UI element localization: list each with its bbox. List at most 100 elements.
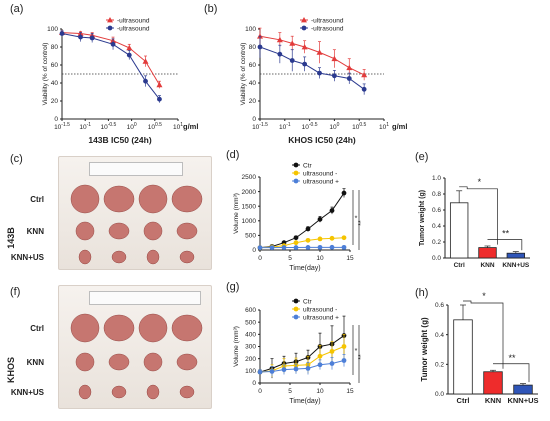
sig-bracket-e: [459, 186, 498, 245]
y-tick-label-g: 100: [245, 368, 256, 375]
tumor-f: [111, 385, 127, 399]
photo-row-label: KNN+US: [11, 388, 45, 397]
sig-mark-d: *: [355, 216, 358, 223]
x-tick-label-d: 15: [346, 255, 354, 262]
x-tick-label-d: 5: [288, 255, 292, 262]
data-point-d: [281, 245, 287, 250]
data-point-d: [293, 235, 299, 241]
x-tick-label-g: 10: [316, 388, 324, 395]
legend-label-a: -ultrasound: [117, 25, 150, 32]
sig-mark-e: **: [502, 229, 510, 239]
data-point-d: [257, 245, 263, 251]
data-point-a: [126, 44, 133, 51]
y-tick-label-b: 20: [249, 98, 257, 105]
panel-letter: (e): [415, 151, 428, 163]
series-line-b-0: [259, 35, 365, 76]
panel-letter: (c): [10, 153, 23, 165]
legend-label-d: ultrasound +: [303, 178, 339, 185]
data-point-d: [305, 237, 311, 243]
data-point-g: [329, 361, 335, 366]
data-point-b: [331, 55, 338, 62]
sig-bracket-h: [463, 300, 504, 369]
x-tick-label-b: 101: [379, 122, 389, 131]
series-line-a-1: [61, 33, 160, 100]
data-point-a: [157, 96, 162, 102]
y-axis-label-d: Volume (mm³): [233, 193, 240, 234]
data-point-g: [281, 367, 287, 373]
legend-label-g: ultrasound -: [303, 306, 337, 313]
data-point-d: [329, 244, 335, 250]
legend-label-b: -ultrasound: [311, 25, 344, 32]
x-axis-label-a: g/ml: [183, 122, 198, 131]
tumor-f: [75, 352, 95, 372]
data-point-a: [78, 34, 83, 40]
x-tick-label-b: 100: [329, 122, 339, 131]
tumor-c: [146, 249, 160, 265]
x-axis-label-d: Time(day): [289, 265, 320, 272]
legend-marker-a: [107, 17, 113, 23]
x-tick-label-g: 5: [288, 388, 292, 395]
y-tick-label-h: 0.2: [435, 362, 444, 369]
tumor-f: [179, 385, 195, 399]
sig-bracket-h: [493, 363, 530, 383]
ruler-f: [89, 291, 201, 305]
y-tick-label-b: 0: [252, 116, 256, 123]
data-point-b: [289, 58, 295, 63]
category-label-h: KNN+US: [507, 396, 538, 405]
tumor-c: [138, 184, 168, 214]
data-point-d: [317, 236, 323, 242]
y-tick-label-g: 400: [245, 332, 256, 339]
data-point-b: [257, 44, 263, 50]
bar-e: [506, 252, 526, 259]
legend-label-b: -ultrasound: [311, 17, 344, 24]
y-axis-label-g: Volume (mm³): [233, 326, 240, 367]
sig-mark-h: **: [508, 353, 516, 363]
legend-label-g: Ctr: [303, 298, 313, 305]
tumor-f: [70, 313, 100, 343]
data-point-b: [301, 44, 308, 50]
legend-label-g: ultrasound +: [303, 314, 339, 321]
sig-mark-h: *: [482, 291, 486, 301]
y-tick-label-d: 0: [252, 247, 256, 254]
data-point-g: [257, 369, 263, 375]
legend-label-a: -ultrasound: [117, 17, 150, 24]
data-point-d: [341, 244, 347, 250]
x-tick-label-a: 101: [173, 122, 183, 131]
tumor-c: [103, 185, 135, 213]
data-point-g: [329, 348, 335, 354]
data-point-b: [332, 73, 337, 79]
data-point-b: [276, 36, 283, 43]
x-tick-label-b: 10-0.5: [302, 122, 318, 131]
y-tick-label-b: 40: [249, 80, 257, 87]
bar-h: [483, 371, 503, 395]
bar-e: [478, 247, 497, 259]
tumor-f: [103, 314, 135, 342]
photo-row-label: Ctrl: [30, 195, 44, 204]
y-tick-label-a: 20: [51, 98, 59, 105]
y-tick-label-g: 600: [245, 307, 256, 314]
data-point-a: [59, 31, 65, 36]
y-tick-label-g: 0: [252, 380, 256, 387]
panel-letter: (g): [226, 281, 239, 293]
y-tick-label-a: 100: [47, 26, 58, 33]
tumor-f: [143, 352, 163, 372]
x-tick-label-d: 0: [258, 255, 262, 262]
category-label-e: KNN+US: [502, 262, 530, 269]
data-point-g: [305, 366, 311, 371]
panel-letter: (b): [204, 3, 217, 15]
tumor-f: [146, 384, 160, 400]
legend-marker-d: [293, 178, 299, 184]
data-point-d: [293, 245, 299, 250]
y-tick-label-a: 80: [51, 44, 59, 51]
data-point-d: [317, 244, 323, 250]
legend-marker-d: [293, 162, 299, 168]
chart-title-a: 143B IC50 (24h): [88, 135, 151, 145]
bar-h: [513, 384, 533, 395]
tumor-f: [176, 353, 198, 371]
chart-title-b: KHOS IC50 (24h): [288, 135, 356, 145]
tumor-c: [70, 184, 100, 214]
photo-row-label: KNN: [27, 227, 45, 236]
sig-mark-g: *: [355, 348, 358, 355]
series-line-a-0: [61, 32, 160, 86]
